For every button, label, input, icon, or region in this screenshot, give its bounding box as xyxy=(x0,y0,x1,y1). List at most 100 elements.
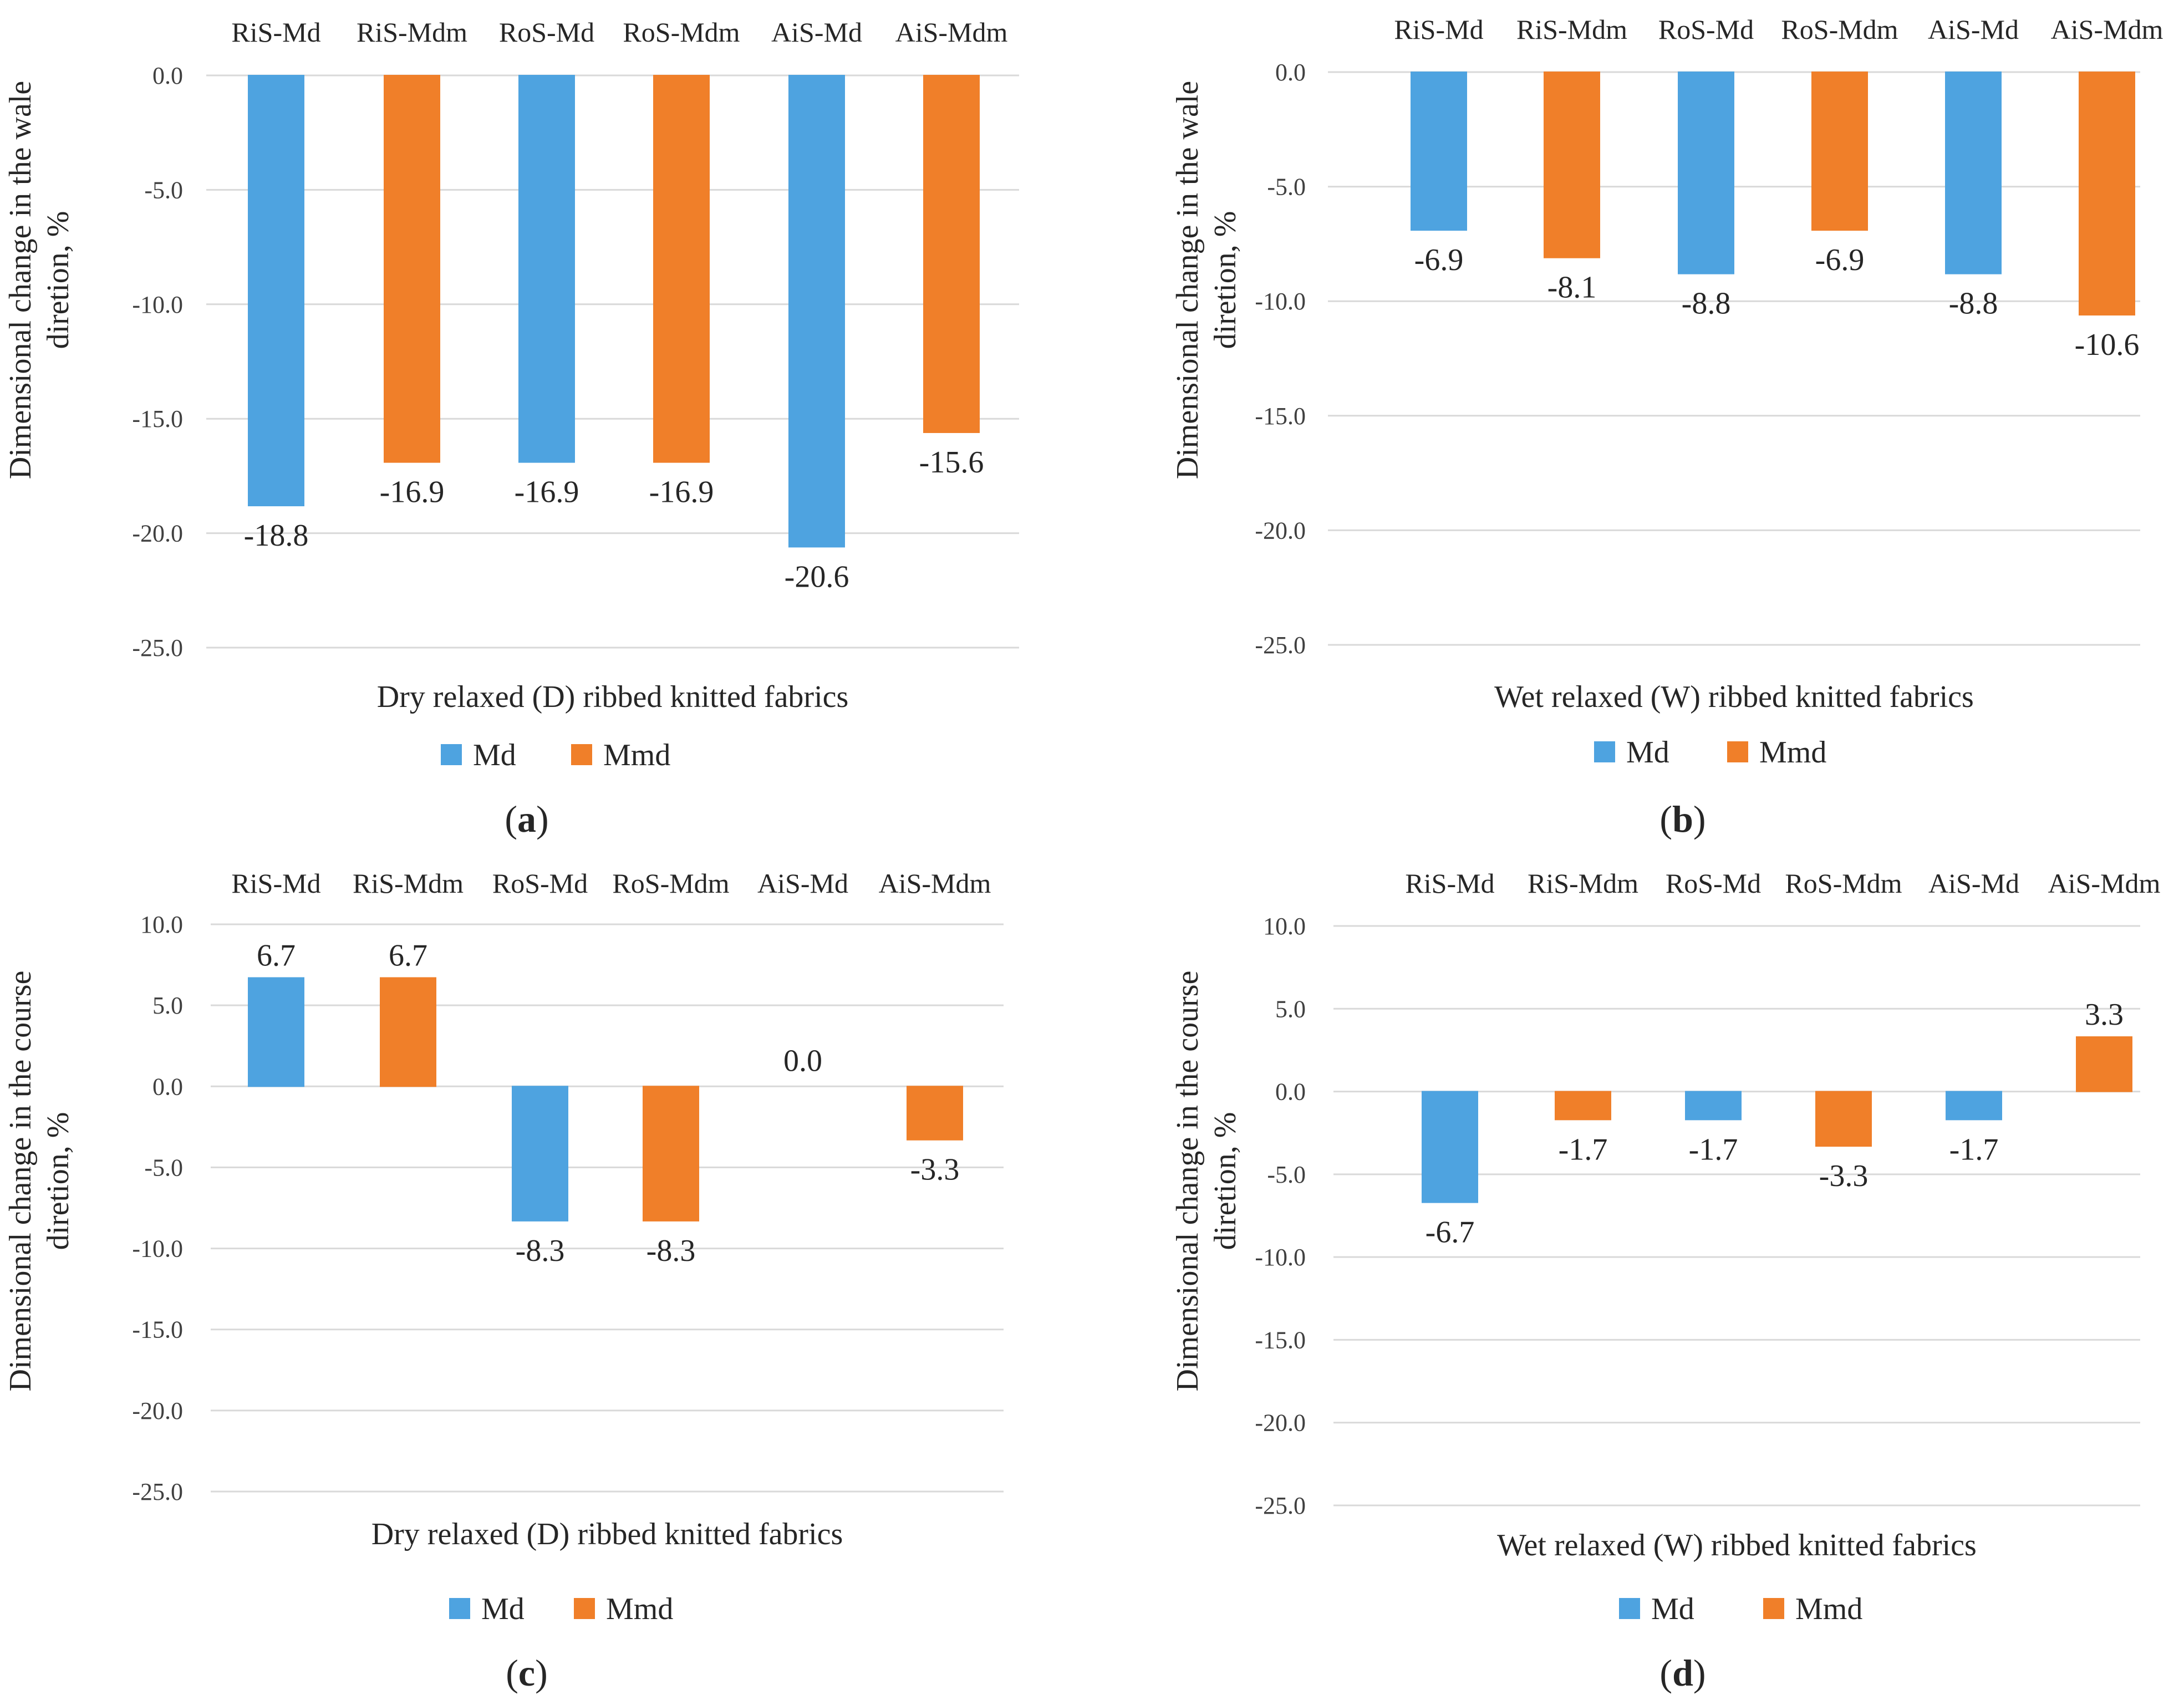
y-tick-label: -25.0 xyxy=(132,634,183,661)
y-tick-label: -10.0 xyxy=(132,291,183,318)
legend: Md Mmd xyxy=(441,738,670,772)
chart-panel-d: 10.0 5.0 0.0 -5.0 -10.0 -15.0 -20.0 -25.0 RiS-Md… xyxy=(1170,868,2161,1694)
y-tick-label: -10.0 xyxy=(1255,288,1306,315)
y-tick-label: -15.0 xyxy=(132,1316,183,1343)
y-tick-label: 10.0 xyxy=(140,911,183,938)
y-tick-label: -10.0 xyxy=(132,1235,183,1263)
panel-label: (c) xyxy=(506,1652,548,1694)
category-label: AiS-Mdm xyxy=(2048,868,2161,899)
category-label: AiS-Md xyxy=(771,17,862,48)
y-axis-title-line1: Dimensional change in the wale xyxy=(1170,81,1205,479)
value-label: -6.7 xyxy=(1426,1215,1475,1250)
y-tick-label: -15.0 xyxy=(1255,1326,1306,1353)
value-label: -16.9 xyxy=(515,475,579,510)
y-axis-title-line2: diretion, % xyxy=(41,211,75,349)
y-tick-label: -20.0 xyxy=(132,520,183,547)
legend-label-mmd: Mmd xyxy=(1759,735,1826,770)
category-label: RiS-Mdm xyxy=(1528,868,1638,899)
y-axis-title-line2: diretion, % xyxy=(41,1112,75,1250)
value-label: 0.0 xyxy=(783,1044,822,1078)
legend: Md Mmd xyxy=(449,1592,673,1626)
legend: Md Mmd xyxy=(1619,1592,1862,1626)
value-label: -8.8 xyxy=(1682,287,1731,321)
value-label: -15.6 xyxy=(919,445,984,480)
category-label: RiS-Mdm xyxy=(357,17,467,48)
bar-ros-md xyxy=(1678,72,1734,274)
y-axis-title-line1: Dimensional change in the course xyxy=(3,971,38,1392)
category-label: RoS-Md xyxy=(1658,14,1754,45)
bar-ais-mdm xyxy=(907,1086,963,1141)
category-label: RiS-Mdm xyxy=(353,868,464,899)
y-tick-label: -25.0 xyxy=(1255,1492,1306,1519)
x-axis-title: Wet relaxed (W) ribbed knitted fabrics xyxy=(1494,680,1974,714)
y-tick-label: -20.0 xyxy=(1255,1409,1306,1437)
category-label: AiS-Md xyxy=(1928,868,2019,899)
category-label: RoS-Md xyxy=(1666,868,1761,899)
bar-ris-mdm xyxy=(380,977,436,1087)
y-axis-title: Dimensional change in the course diretion… xyxy=(1170,971,1243,1392)
legend-swatch-mmd xyxy=(574,1598,595,1619)
panel-paren-close: ) xyxy=(536,798,549,840)
y-axis-title-line1: Dimensional change in the wale xyxy=(3,81,38,479)
panel-letter: a xyxy=(517,798,536,840)
value-label: -3.3 xyxy=(1819,1159,1869,1193)
y-tick-label: 0.0 xyxy=(1275,59,1306,86)
x-axis-title: Dry relaxed (D) ribbed knitted fabrics xyxy=(377,680,849,714)
panel-paren-close: ) xyxy=(535,1652,548,1694)
bar-ais-mdm xyxy=(2079,72,2135,315)
y-axis-title: Dimensional change in the wale diretion, … xyxy=(3,81,75,479)
panel-letter: d xyxy=(1672,1652,1693,1694)
panel-paren-open: ( xyxy=(505,798,517,840)
legend-label-md: Md xyxy=(473,738,516,772)
y-tick-label: 5.0 xyxy=(152,992,183,1019)
y-tick-label: 10.0 xyxy=(1263,913,1306,940)
bar-ais-md xyxy=(788,75,845,548)
y-tick-label: -20.0 xyxy=(132,1397,183,1424)
panel-paren-open: ( xyxy=(1659,798,1672,840)
legend-label-md: Md xyxy=(1651,1592,1694,1626)
bar-ris-md xyxy=(248,977,304,1087)
value-label: -3.3 xyxy=(910,1153,960,1187)
legend-label-md: Md xyxy=(481,1592,525,1626)
y-tick-label: -5.0 xyxy=(144,1154,183,1181)
y-tick-label: -5.0 xyxy=(144,176,183,203)
y-tick-label: 0.0 xyxy=(152,1073,183,1100)
category-label: RoS-Md xyxy=(492,868,588,899)
value-label: -8.3 xyxy=(646,1234,696,1268)
value-label: -16.9 xyxy=(649,475,714,510)
panel-paren-close: ) xyxy=(1693,798,1706,840)
bar-ris-mdm xyxy=(1555,1091,1611,1121)
bar-ros-mdm xyxy=(643,1086,699,1222)
panel-letter: b xyxy=(1672,798,1693,840)
bar-ris-md xyxy=(1411,72,1467,231)
panel-label: (b) xyxy=(1659,798,1706,840)
bar-ros-mdm xyxy=(653,75,710,463)
value-label: 6.7 xyxy=(389,938,427,973)
bar-ros-md xyxy=(1685,1091,1742,1121)
panel-label: (d) xyxy=(1659,1652,1706,1694)
legend-swatch-md xyxy=(441,744,462,765)
bar-ais-md xyxy=(1946,1091,2002,1121)
category-label: RoS-Mdm xyxy=(623,17,740,48)
category-label: RiS-Md xyxy=(231,17,320,48)
bar-ros-mdm xyxy=(1811,72,1868,231)
x-axis-title: Dry relaxed (D) ribbed knitted fabrics xyxy=(371,1517,843,1551)
category-label: AiS-Mdm xyxy=(879,868,991,899)
category-label: RoS-Mdm xyxy=(612,868,729,899)
y-axis-title-line1: Dimensional change in the course xyxy=(1170,971,1205,1392)
bar-ros-md xyxy=(518,75,575,463)
panel-paren-close: ) xyxy=(1693,1652,1706,1694)
category-label: AiS-Mdm xyxy=(2051,14,2163,45)
legend-label-mmd: Mmd xyxy=(606,1592,673,1626)
panel-letter: c xyxy=(518,1652,535,1694)
value-label: -1.7 xyxy=(1949,1132,1999,1167)
legend-swatch-md xyxy=(1619,1598,1640,1619)
legend-swatch-md xyxy=(1594,741,1615,762)
value-label: 3.3 xyxy=(2085,997,2124,1032)
category-label: RiS-Md xyxy=(1405,868,1494,899)
y-axis-title: Dimensional change in the wale diretion, … xyxy=(1170,81,1243,479)
category-label: RoS-Mdm xyxy=(1785,868,1902,899)
chart-panel-b: 0.0 -5.0 -10.0 -15.0 -20.0 -25.0 RiS-Md RiS-Mdm… xyxy=(1170,14,2163,840)
y-tick-label: -10.0 xyxy=(1255,1244,1306,1271)
